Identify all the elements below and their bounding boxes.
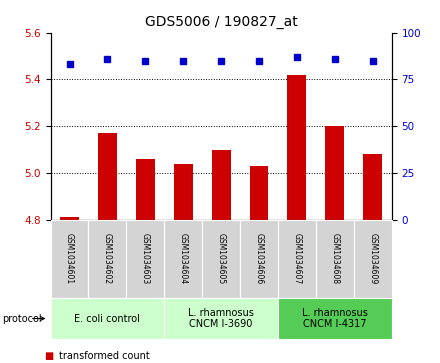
- Bar: [287, 75, 306, 220]
- Bar: [98, 133, 117, 220]
- Text: GSM1034608: GSM1034608: [330, 233, 339, 284]
- Text: protocol: protocol: [2, 314, 42, 323]
- Title: GDS5006 / 190827_at: GDS5006 / 190827_at: [145, 15, 297, 29]
- Text: GSM1034609: GSM1034609: [368, 233, 377, 284]
- Text: ■: ■: [44, 351, 53, 361]
- Text: GSM1034605: GSM1034605: [216, 233, 226, 284]
- Text: transformed count: transformed count: [59, 351, 150, 361]
- Text: GSM1034606: GSM1034606: [254, 233, 264, 284]
- Bar: [60, 217, 79, 220]
- Text: L. rhamnosus
CNCM I-3690: L. rhamnosus CNCM I-3690: [188, 308, 254, 329]
- Text: GSM1034607: GSM1034607: [292, 233, 301, 284]
- Text: E. coli control: E. coli control: [74, 314, 140, 323]
- Text: GSM1034604: GSM1034604: [179, 233, 188, 284]
- Bar: [174, 163, 193, 220]
- Bar: [212, 150, 231, 220]
- Bar: [249, 166, 268, 220]
- Text: GSM1034601: GSM1034601: [65, 233, 74, 284]
- Text: GSM1034603: GSM1034603: [141, 233, 150, 284]
- Bar: [136, 159, 155, 220]
- Bar: [363, 154, 382, 220]
- Text: GSM1034602: GSM1034602: [103, 233, 112, 284]
- Text: L. rhamnosus
CNCM I-4317: L. rhamnosus CNCM I-4317: [302, 308, 368, 329]
- Bar: [325, 126, 344, 220]
